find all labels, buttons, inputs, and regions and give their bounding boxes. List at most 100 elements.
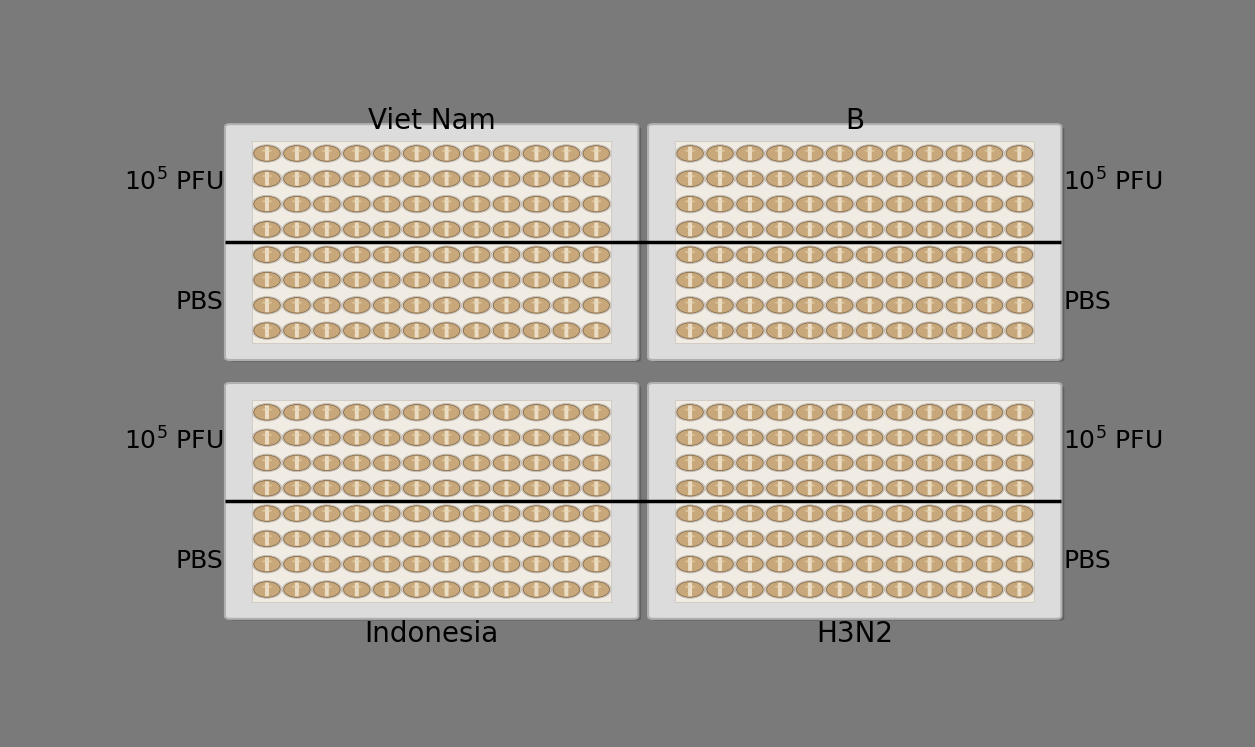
FancyBboxPatch shape: [1018, 557, 1022, 571]
Circle shape: [916, 455, 943, 471]
Circle shape: [492, 556, 521, 573]
FancyBboxPatch shape: [958, 146, 961, 161]
Ellipse shape: [865, 484, 875, 487]
Circle shape: [916, 272, 944, 288]
FancyBboxPatch shape: [867, 506, 872, 521]
FancyBboxPatch shape: [808, 248, 812, 261]
Circle shape: [735, 556, 764, 573]
Circle shape: [582, 247, 610, 263]
Ellipse shape: [1014, 276, 1024, 279]
Text: $10^5$ PFU: $10^5$ PFU: [123, 427, 223, 455]
Ellipse shape: [501, 459, 512, 462]
Circle shape: [374, 146, 400, 161]
Circle shape: [856, 221, 884, 238]
Circle shape: [945, 580, 974, 598]
FancyBboxPatch shape: [988, 197, 991, 211]
Circle shape: [374, 405, 400, 420]
Ellipse shape: [262, 175, 272, 178]
Ellipse shape: [895, 408, 905, 411]
Circle shape: [312, 480, 340, 497]
Circle shape: [404, 557, 430, 572]
Circle shape: [675, 271, 705, 289]
Circle shape: [463, 480, 489, 496]
Ellipse shape: [954, 326, 965, 329]
Circle shape: [1005, 480, 1034, 497]
FancyBboxPatch shape: [474, 197, 478, 211]
Circle shape: [374, 506, 400, 521]
Circle shape: [371, 580, 402, 598]
Ellipse shape: [715, 226, 725, 228]
Ellipse shape: [412, 408, 422, 411]
Circle shape: [523, 430, 550, 445]
Circle shape: [312, 196, 340, 212]
Circle shape: [581, 505, 611, 522]
Circle shape: [284, 196, 310, 212]
Circle shape: [433, 171, 459, 187]
FancyBboxPatch shape: [474, 583, 478, 596]
Circle shape: [705, 480, 734, 497]
Circle shape: [284, 404, 311, 421]
Circle shape: [737, 272, 764, 288]
Circle shape: [886, 455, 914, 471]
Circle shape: [254, 557, 280, 572]
Circle shape: [552, 196, 580, 212]
Circle shape: [312, 297, 340, 314]
FancyBboxPatch shape: [778, 532, 782, 545]
Ellipse shape: [501, 301, 512, 304]
Ellipse shape: [321, 433, 333, 436]
Ellipse shape: [744, 535, 756, 538]
Circle shape: [432, 322, 462, 339]
FancyBboxPatch shape: [474, 532, 478, 545]
FancyBboxPatch shape: [385, 197, 389, 211]
Circle shape: [1007, 506, 1033, 521]
Ellipse shape: [561, 301, 571, 304]
FancyBboxPatch shape: [688, 299, 692, 312]
Ellipse shape: [472, 560, 482, 562]
Circle shape: [946, 221, 974, 238]
FancyBboxPatch shape: [1018, 431, 1022, 444]
FancyBboxPatch shape: [265, 299, 269, 312]
Circle shape: [523, 247, 550, 262]
Ellipse shape: [715, 276, 725, 279]
Circle shape: [675, 580, 705, 598]
Circle shape: [284, 405, 310, 420]
Circle shape: [432, 429, 462, 447]
Circle shape: [766, 220, 794, 238]
Circle shape: [766, 196, 793, 212]
Ellipse shape: [865, 535, 875, 538]
FancyBboxPatch shape: [688, 172, 692, 185]
FancyBboxPatch shape: [958, 532, 961, 545]
Ellipse shape: [531, 200, 542, 202]
Circle shape: [284, 323, 311, 339]
Circle shape: [886, 480, 912, 496]
Circle shape: [707, 531, 733, 547]
Circle shape: [582, 146, 610, 161]
FancyBboxPatch shape: [385, 557, 389, 571]
Circle shape: [1005, 272, 1033, 288]
Circle shape: [492, 505, 521, 522]
Ellipse shape: [442, 276, 452, 279]
Ellipse shape: [351, 433, 363, 436]
Ellipse shape: [924, 251, 935, 253]
Circle shape: [705, 196, 734, 213]
Circle shape: [312, 170, 340, 187]
Ellipse shape: [715, 175, 725, 178]
Circle shape: [522, 430, 550, 446]
Circle shape: [735, 220, 764, 238]
Circle shape: [314, 582, 340, 598]
FancyBboxPatch shape: [718, 172, 722, 185]
FancyBboxPatch shape: [778, 406, 782, 419]
FancyBboxPatch shape: [265, 197, 269, 211]
FancyBboxPatch shape: [778, 299, 782, 312]
Circle shape: [886, 430, 912, 445]
Circle shape: [797, 323, 823, 338]
Circle shape: [581, 530, 611, 548]
Circle shape: [676, 272, 704, 288]
Circle shape: [1007, 196, 1033, 212]
Ellipse shape: [715, 586, 725, 588]
FancyBboxPatch shape: [688, 481, 692, 495]
FancyBboxPatch shape: [414, 532, 419, 545]
Circle shape: [552, 146, 580, 161]
Ellipse shape: [412, 535, 422, 538]
Circle shape: [463, 531, 489, 547]
